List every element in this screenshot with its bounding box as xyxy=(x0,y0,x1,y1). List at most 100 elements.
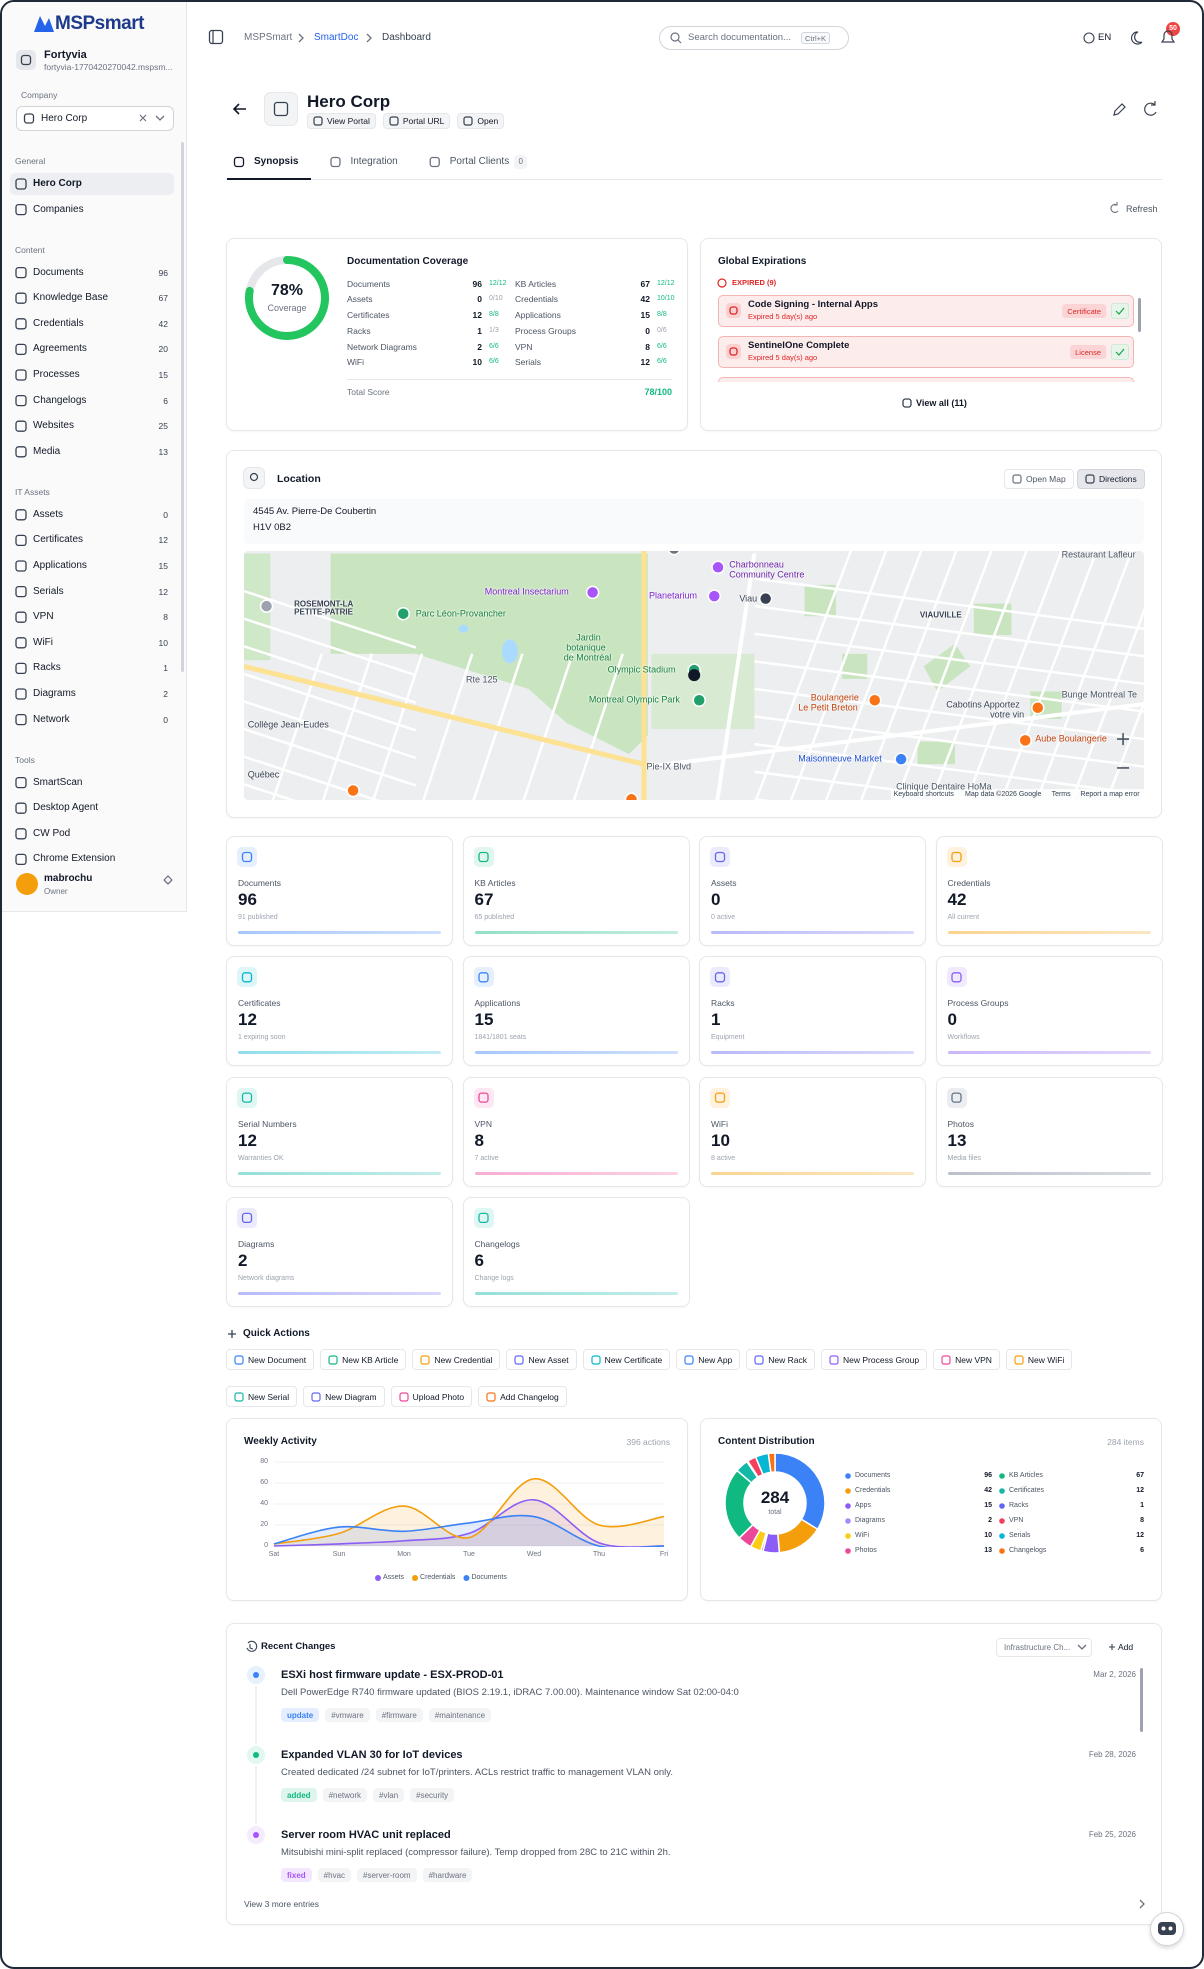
nav-item[interactable]: Assets xyxy=(33,508,64,520)
stat-icon-bg xyxy=(473,967,494,988)
tab[interactable]: Portal Clients xyxy=(449,156,510,167)
nav-item[interactable]: Websites xyxy=(33,420,74,432)
nav-item[interactable]: Agreements xyxy=(33,343,87,355)
nav-item[interactable]: Desktop Agent xyxy=(33,802,99,814)
map-footer-item[interactable]: Keyboard shortcuts xyxy=(893,790,954,798)
quick-action-button[interactable]: Upload Photo xyxy=(390,1386,473,1407)
nav-item[interactable]: Diagrams xyxy=(33,688,76,699)
quick-action-button[interactable]: New Asset xyxy=(506,1349,577,1370)
map-road xyxy=(571,653,624,800)
quick-action-button[interactable]: New Process Group xyxy=(821,1349,928,1370)
company-value[interactable]: Hero Corp xyxy=(41,113,88,124)
chevron-icon xyxy=(155,115,165,121)
filter-select[interactable] xyxy=(996,1638,1092,1657)
quick-action-button[interactable]: New KB Article xyxy=(320,1349,407,1370)
entry-tag[interactable]: #firmware xyxy=(375,1708,423,1722)
entry-tag[interactable]: #security xyxy=(410,1788,455,1802)
nav-item[interactable]: Applications xyxy=(33,560,87,571)
icon xyxy=(941,1354,951,1365)
breadcrumb-item[interactable]: SmartDoc xyxy=(314,32,359,43)
entry-tag[interactable]: #network xyxy=(322,1788,368,1802)
nav-item[interactable]: Media xyxy=(33,445,61,457)
quick-action-button-label: New KB Article xyxy=(342,1354,399,1365)
legend-value: 42 xyxy=(984,1487,992,1494)
stat-label: Racks xyxy=(711,998,735,1009)
quick-action-button[interactable]: New Rack xyxy=(746,1349,816,1370)
header-action[interactable]: View Portal xyxy=(307,113,376,129)
nav-item[interactable]: Serials xyxy=(33,585,64,597)
quick-action-button[interactable]: New App xyxy=(676,1349,741,1370)
header-action[interactable]: Portal URL xyxy=(382,113,451,129)
stat-bar xyxy=(238,1051,441,1055)
nav-item[interactable]: Companies xyxy=(33,203,84,215)
add-button[interactable]: Add xyxy=(1118,1642,1134,1652)
header-action[interactable]: Open xyxy=(457,113,505,129)
map-footer-item[interactable]: Map data ©2026 Google xyxy=(965,790,1042,798)
stat-card xyxy=(935,956,1163,1067)
stat-bar xyxy=(474,1051,678,1055)
tab[interactable]: Integration xyxy=(350,156,398,167)
map-footer-item[interactable]: Terms xyxy=(1051,790,1071,798)
quick-action-button[interactable]: New WiFi xyxy=(1005,1349,1073,1370)
view-more[interactable]: View 3 more entries xyxy=(244,1899,319,1909)
zoom-in-icon xyxy=(1117,733,1130,746)
entry-tag[interactable]: fixed xyxy=(281,1868,312,1882)
quick-action-button[interactable]: New Diagram xyxy=(303,1386,385,1407)
entry-tag[interactable]: #server-room xyxy=(357,1868,417,1882)
filter-value[interactable]: Infrastructure Ch... xyxy=(1004,1642,1071,1652)
coverage-divider xyxy=(347,379,672,380)
nav-item[interactable]: Changelogs xyxy=(33,394,87,406)
nav-item[interactable]: Credentials xyxy=(33,317,84,329)
tab[interactable]: Synopsis xyxy=(254,156,299,167)
nav-item[interactable]: Documents xyxy=(33,266,84,278)
view-all[interactable]: View all (11) xyxy=(916,398,967,408)
language[interactable]: EN xyxy=(1098,32,1112,43)
open-map-button[interactable]: Open Map xyxy=(1004,469,1074,489)
quick-action-button[interactable]: New VPN xyxy=(933,1349,1000,1370)
map-label: Montreal Olympic Park xyxy=(588,694,680,705)
quick-action-button[interactable]: New Serial xyxy=(226,1386,298,1407)
entry-tag[interactable]: #hardware xyxy=(422,1868,473,1882)
breadcrumb-item: Dashboard xyxy=(382,32,431,43)
quick-action-button[interactable]: Add Changelog xyxy=(478,1386,567,1407)
brand-name: MSPsmart xyxy=(55,13,144,34)
nav-item[interactable]: WiFi xyxy=(33,636,53,648)
renew-button[interactable] xyxy=(1111,303,1129,319)
entry-tag[interactable]: #vlan xyxy=(373,1788,405,1802)
nav-item[interactable]: SmartScan xyxy=(33,776,83,788)
nav-item[interactable]: CW Pod xyxy=(33,827,71,839)
nav-item[interactable]: Network xyxy=(33,713,70,725)
nav-item[interactable]: Processes xyxy=(33,369,80,380)
icon xyxy=(20,54,32,66)
entry-tag[interactable]: update xyxy=(281,1708,320,1722)
renew-button[interactable] xyxy=(1111,344,1129,360)
quick-action-button[interactable]: New Certificate xyxy=(582,1349,671,1370)
nav-item[interactable]: Racks xyxy=(33,662,61,674)
icon xyxy=(15,802,27,814)
quick-actions: New Document New KB Article New Credential… xyxy=(226,1349,1166,1409)
quick-action-button[interactable]: New Credential xyxy=(412,1349,501,1370)
breadcrumb-item[interactable]: MSPSmart xyxy=(244,32,293,43)
nav-item[interactable]: Certificates xyxy=(33,534,84,546)
map-label: de Montréal xyxy=(563,652,612,663)
entry-tag-label: #hvac xyxy=(323,1870,346,1880)
expiration-item[interactable] xyxy=(718,336,1134,368)
directions-button[interactable]: Directions xyxy=(1077,469,1145,489)
nav-item[interactable]: VPN xyxy=(33,611,54,623)
map-footer-item[interactable]: Report a map error xyxy=(1080,790,1140,798)
nav-item[interactable]: Knowledge Base xyxy=(33,292,109,304)
entry-tag[interactable]: #vmware xyxy=(325,1708,370,1722)
entry-tag[interactable]: #hvac xyxy=(317,1868,352,1882)
legend-label: Assets xyxy=(383,1574,405,1581)
entry-tag[interactable]: added xyxy=(281,1788,317,1802)
legend-swatch xyxy=(845,1533,851,1539)
nav-item[interactable]: Hero Corp xyxy=(33,178,82,189)
quick-action-button[interactable]: New Document xyxy=(226,1349,315,1370)
entry-tag[interactable]: #maintenance xyxy=(428,1708,492,1722)
refresh-button[interactable]: Refresh xyxy=(1126,204,1158,214)
legend-label: Credentials xyxy=(855,1487,891,1494)
company-select[interactable] xyxy=(16,106,174,131)
stat-card xyxy=(462,1196,690,1307)
nav-item[interactable]: Chrome Extension xyxy=(33,853,116,865)
entry-title: Server room HVAC unit replaced xyxy=(281,1829,451,1841)
